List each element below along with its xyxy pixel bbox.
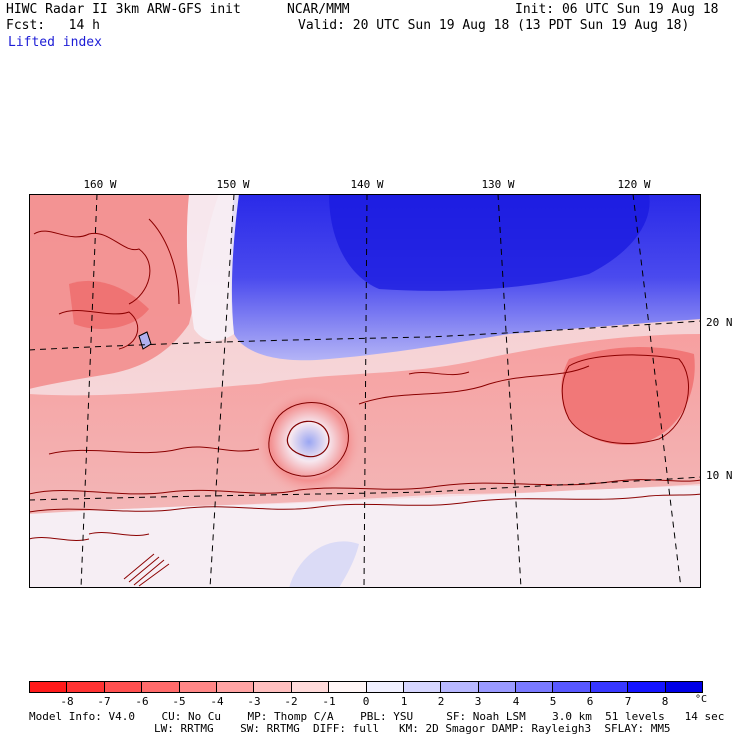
colorbar-segment bbox=[665, 682, 703, 692]
colorbar-segment bbox=[516, 682, 554, 692]
forecast-hour: Fcst: 14 h bbox=[6, 18, 100, 33]
colorbar-unit: °C bbox=[695, 694, 708, 705]
colorbar-tick: 0 bbox=[362, 695, 370, 708]
colorbar-tick: 1 bbox=[400, 695, 408, 708]
init-time: Init: 06 UTC Sun 19 Aug 18 bbox=[515, 2, 719, 17]
valid-time: Valid: 20 UTC Sun 19 Aug 18 (13 PDT Sun … bbox=[298, 18, 690, 33]
convective-red-band bbox=[29, 334, 701, 514]
lifted-index-map bbox=[29, 194, 701, 588]
lon-label-160w: 160 W bbox=[83, 178, 117, 191]
southern-blue-streak bbox=[289, 541, 359, 588]
model-info-line2: LW: RRTMG SW: RRTMG DIFF: full KM: 2D Sm… bbox=[154, 722, 671, 735]
colorbar-tick: 6 bbox=[586, 695, 594, 708]
colorbar-segment bbox=[403, 682, 442, 692]
colorbar-tick: -3 bbox=[247, 695, 261, 708]
colorbar-segment bbox=[553, 682, 591, 692]
vortex-spiral-contour bbox=[268, 402, 349, 477]
colorbar-tick: 4 bbox=[512, 695, 520, 708]
deep-blue-core bbox=[329, 194, 650, 291]
bottom-left-hatching bbox=[123, 553, 170, 587]
map-border bbox=[29, 194, 701, 588]
lon-line-120w bbox=[632, 194, 682, 588]
colorbar-tick: -6 bbox=[135, 695, 149, 708]
colorbar-tick: -2 bbox=[284, 695, 298, 708]
southern-neutral-region bbox=[29, 486, 701, 588]
colorbar-segment bbox=[30, 682, 68, 692]
lat-label-20n: 20 N bbox=[706, 316, 733, 329]
organization-label: NCAR/MMM bbox=[287, 2, 350, 17]
model-info-line1: Model Info: V4.0 CU: No Cu MP: Thomp C/A… bbox=[29, 710, 725, 723]
colorbar-tick: -5 bbox=[172, 695, 186, 708]
colorbar-tick: 2 bbox=[437, 695, 445, 708]
colorbar-tick: -1 bbox=[322, 695, 336, 708]
colorbar-segment bbox=[590, 682, 629, 692]
graticule bbox=[29, 194, 701, 588]
colorbar-segment bbox=[216, 682, 255, 692]
lat-label-10n: 10 N bbox=[706, 469, 733, 482]
colorbar-tick: -8 bbox=[60, 695, 74, 708]
lon-label-140w: 140 W bbox=[350, 178, 384, 191]
colorbar-tick: -7 bbox=[97, 695, 111, 708]
colorbar-segment bbox=[628, 682, 666, 692]
colorbar-tick: 7 bbox=[624, 695, 632, 708]
lat-line-20n bbox=[29, 320, 701, 351]
colorbar-segment bbox=[291, 682, 330, 692]
colorbar-tick: 8 bbox=[661, 695, 669, 708]
field-name: Lifted index bbox=[8, 35, 102, 50]
east-unstable-core bbox=[561, 347, 695, 445]
colorbar-segment bbox=[179, 682, 217, 692]
lon-label-130w: 130 W bbox=[481, 178, 515, 191]
colorbar-segment bbox=[67, 682, 105, 692]
product-title: HIWC Radar II 3km ARW-GFS init bbox=[6, 2, 241, 17]
colorbar-segment bbox=[142, 682, 180, 692]
colorbar-segment bbox=[104, 682, 143, 692]
colorbar-tick: 3 bbox=[474, 695, 482, 708]
vortex-contour bbox=[286, 420, 330, 458]
lon-label-150w: 150 W bbox=[216, 178, 250, 191]
colorbar-segment bbox=[329, 682, 367, 692]
colorbar bbox=[29, 681, 703, 693]
lon-label-120w: 120 W bbox=[617, 178, 651, 191]
hawaii-red-patch bbox=[69, 280, 149, 329]
colorbar-segment bbox=[478, 682, 517, 692]
lat-line-10n bbox=[29, 476, 701, 501]
colorbar-tick: 5 bbox=[549, 695, 557, 708]
colorbar-segment bbox=[441, 682, 479, 692]
colorbar-segment bbox=[366, 682, 404, 692]
neutral-white-band bbox=[186, 194, 239, 341]
colorbar-tick: -4 bbox=[210, 695, 224, 708]
cyclone-vortex bbox=[254, 387, 364, 497]
colorbar-segment bbox=[254, 682, 292, 692]
